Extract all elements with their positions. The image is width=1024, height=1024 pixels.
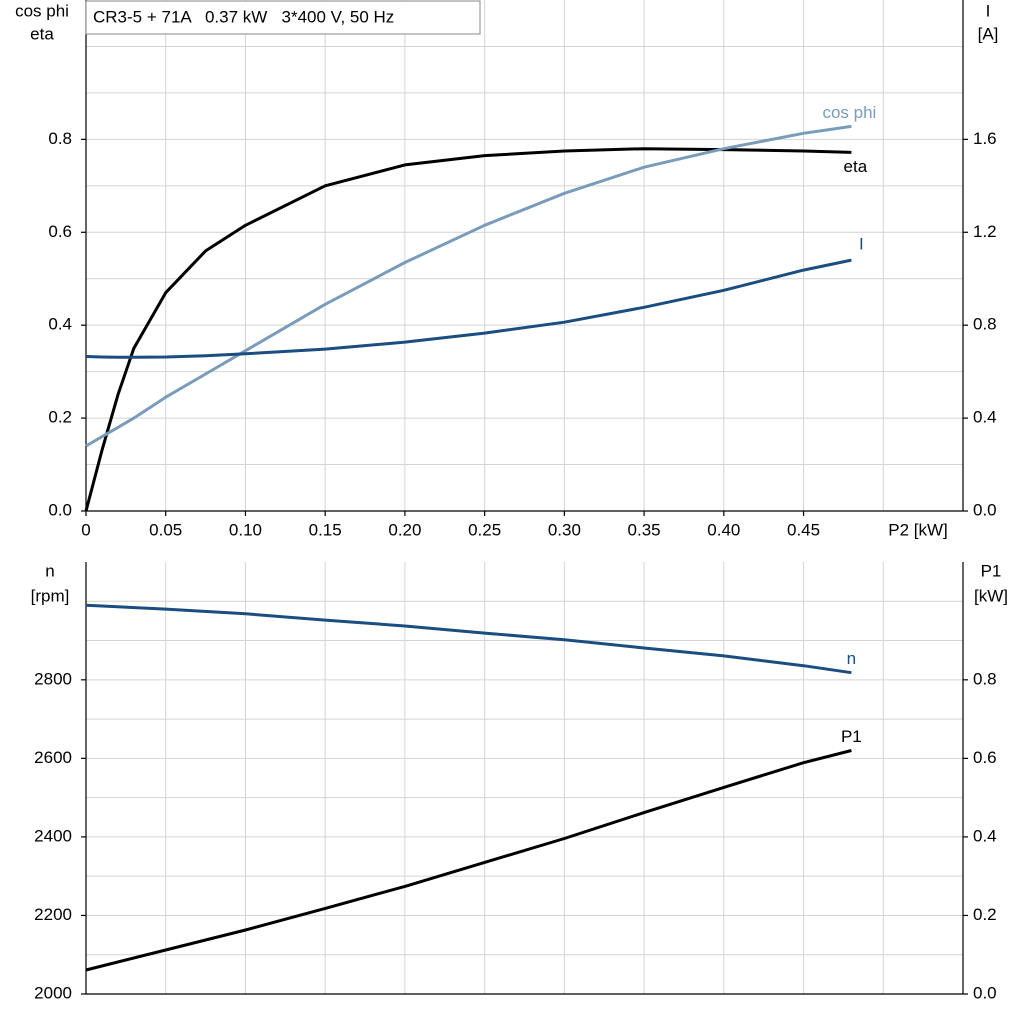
- x-tick-label: 0.40: [707, 520, 740, 539]
- chart-title: CR3-5 + 71A 0.37 kW 3*400 V, 50 Hz: [93, 7, 394, 26]
- series-line: [85, 258, 852, 359]
- y2-tick-label: 0.6: [973, 748, 997, 767]
- x-tick-label: 0.35: [628, 520, 661, 539]
- y2-axis-label: [A]: [978, 24, 999, 43]
- series-label: I: [859, 235, 864, 254]
- y-tick-label: 0.0: [48, 500, 72, 519]
- y-tick-label: 0.8: [48, 129, 72, 148]
- y2-tick-label: 0.4: [973, 408, 997, 427]
- y2-axis-label: P1: [981, 561, 1002, 580]
- x-tick-label: 0.10: [229, 520, 262, 539]
- y2-axis-label: I: [986, 1, 991, 20]
- x-tick-label: 0.25: [468, 520, 501, 539]
- y2-tick-label: 0.8: [973, 315, 997, 334]
- x-tick-label: 0.30: [548, 520, 581, 539]
- y-tick-label: 2200: [34, 905, 72, 924]
- x-tick-label: 0.15: [309, 520, 342, 539]
- series-label: n: [847, 649, 856, 668]
- y2-tick-label: 0.2: [973, 905, 997, 924]
- y-tick-label: 2800: [34, 669, 72, 688]
- y2-tick-label: 0.0: [973, 500, 997, 519]
- y-axis-label: eta: [30, 24, 54, 43]
- y2-tick-label: 1.6: [973, 129, 997, 148]
- series-line: [85, 603, 852, 675]
- series-label: eta: [844, 157, 868, 176]
- y2-tick-label: 0.4: [973, 826, 997, 845]
- y-tick-label: 2000: [34, 983, 72, 1002]
- series-line: [85, 124, 852, 448]
- y-tick-label: 0.4: [48, 315, 72, 334]
- x-tick-label: 0: [81, 520, 90, 539]
- y-axis-label: [rpm]: [31, 586, 70, 605]
- y-tick-label: 2600: [34, 748, 72, 767]
- series-line: [84, 147, 852, 512]
- y2-tick-label: 1.2: [973, 222, 997, 241]
- y-tick-label: 0.6: [48, 222, 72, 241]
- title-box: [85, 0, 481, 35]
- y2-tick-label: 0.8: [973, 669, 997, 688]
- y2-tick-label: 0.0: [973, 983, 997, 1002]
- y-axis-label: n: [45, 561, 54, 580]
- series-label: P1: [841, 727, 862, 746]
- x-tick-label: 0.20: [388, 520, 421, 539]
- series-label: cos phi: [822, 103, 876, 122]
- y-tick-label: 0.2: [48, 408, 72, 427]
- x-axis-label: P2 [kW]: [888, 520, 948, 539]
- y-tick-label: 2400: [34, 826, 72, 845]
- x-tick-label: 0.45: [787, 520, 820, 539]
- series-line: [85, 749, 852, 972]
- x-tick-label: 0.05: [149, 520, 182, 539]
- y-axis-label: cos phi: [15, 1, 69, 20]
- y2-axis-label: [kW]: [974, 586, 1008, 605]
